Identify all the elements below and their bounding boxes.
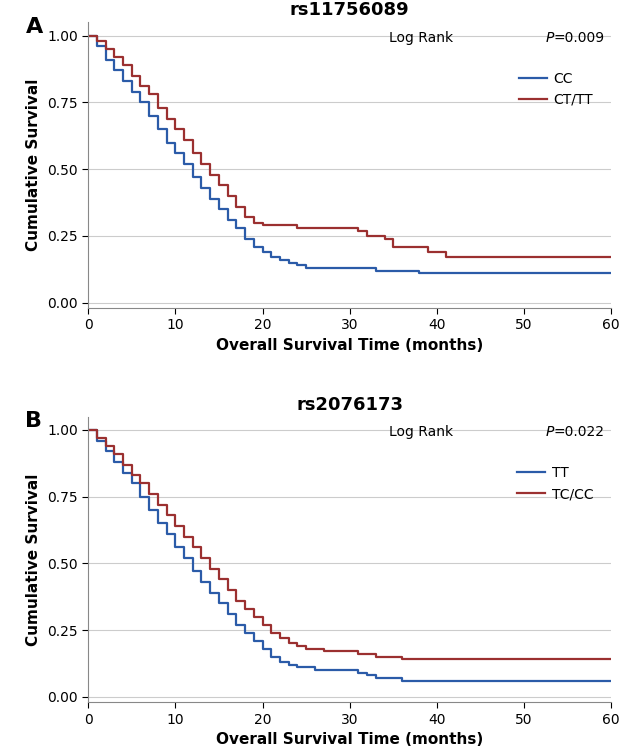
Text: =0.009: =0.009: [554, 31, 605, 45]
Y-axis label: Cumulative Survival: Cumulative Survival: [26, 79, 42, 252]
X-axis label: Overall Survival Time (months): Overall Survival Time (months): [216, 338, 483, 353]
Text: Log Rank: Log Rank: [389, 425, 457, 439]
Legend: TT, TC/CC: TT, TC/CC: [512, 461, 599, 506]
Text: Log Rank: Log Rank: [389, 31, 457, 45]
Legend: CC, CT/TT: CC, CT/TT: [513, 66, 599, 113]
Text: P: P: [546, 425, 554, 439]
Text: P: P: [546, 31, 554, 45]
X-axis label: Overall Survival Time (months): Overall Survival Time (months): [216, 732, 483, 747]
Title: rs11756089: rs11756089: [290, 1, 410, 19]
Title: rs2076173: rs2076173: [296, 396, 403, 414]
Text: A: A: [25, 16, 43, 37]
Text: =0.022: =0.022: [554, 425, 605, 439]
Y-axis label: Cumulative Survival: Cumulative Survival: [26, 473, 42, 645]
Text: B: B: [25, 411, 42, 431]
